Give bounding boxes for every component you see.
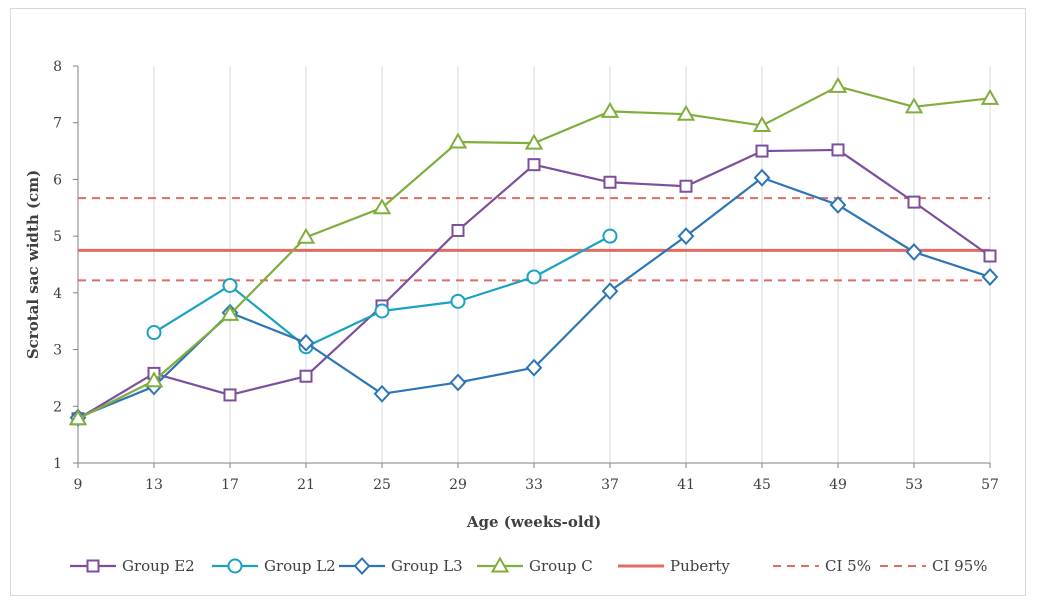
data-point-group-l3 — [905, 243, 923, 261]
y-tick-label: 8 — [53, 59, 62, 75]
data-point-group-c — [372, 198, 392, 215]
legend-label: CI 95% — [932, 557, 988, 575]
data-point-group-l3 — [525, 358, 543, 377]
legend-label: Group E2 — [122, 557, 195, 575]
data-point-group-l3 — [601, 282, 619, 301]
x-tick-label: 13 — [145, 477, 163, 493]
legend-marker — [227, 558, 243, 574]
series-lines — [68, 76, 1000, 427]
data-point-group-c — [144, 371, 164, 388]
x-tick-label: 9 — [74, 477, 83, 493]
y-tick-label: 6 — [53, 172, 62, 188]
data-point-group-l3 — [753, 168, 771, 187]
data-point-group-c — [904, 97, 924, 114]
data-point-group-c — [828, 76, 848, 93]
data-point-group-l2 — [146, 325, 162, 341]
legend-marker — [353, 557, 371, 575]
data-point-group-l3 — [297, 333, 315, 352]
data-point-group-c — [752, 116, 772, 133]
data-point-group-e2 — [451, 223, 465, 237]
data-point-group-l3 — [829, 195, 847, 214]
legend-label: Group L2 — [264, 557, 336, 575]
y-tick-label: 7 — [53, 116, 62, 132]
data-point-group-c — [600, 101, 620, 118]
data-point-group-l2 — [374, 303, 390, 319]
data-point-group-l2 — [450, 293, 466, 309]
data-point-group-c — [980, 88, 1000, 105]
data-point-group-e2 — [223, 388, 237, 402]
data-point-group-c — [68, 409, 88, 426]
x-tick-label: 29 — [449, 477, 467, 493]
x-tick-label: 25 — [373, 477, 391, 493]
data-point-group-e2 — [679, 179, 693, 193]
legend-label: Group L3 — [391, 557, 463, 575]
data-point-group-e2 — [527, 158, 541, 172]
legend-item-group-l3: Group L3 — [339, 557, 463, 575]
legend-label: Group C — [529, 557, 593, 575]
data-point-group-e2 — [299, 369, 313, 383]
legend-item-group-l2: Group L2 — [212, 557, 336, 575]
x-tick-label: 49 — [829, 477, 847, 493]
legend-item-ci-5-: CI 5% — [773, 557, 871, 575]
x-tick-label: 33 — [525, 477, 543, 493]
legend-label: Puberty — [670, 557, 730, 575]
x-tick-label: 45 — [753, 477, 771, 493]
legend-marker — [490, 556, 510, 573]
legend-marker — [86, 559, 100, 573]
x-tick-label: 57 — [981, 477, 999, 493]
series-group-c — [68, 76, 1000, 426]
y-tick-label: 1 — [53, 456, 62, 472]
data-point-group-c — [448, 132, 468, 149]
data-point-group-e2 — [983, 249, 997, 263]
data-point-group-c — [220, 304, 240, 321]
data-point-group-l3 — [981, 268, 999, 286]
data-point-group-l2 — [526, 269, 542, 285]
legend-item-group-e2: Group E2 — [70, 557, 195, 575]
grid — [77, 66, 991, 463]
data-point-group-l3 — [449, 373, 467, 392]
data-point-group-c — [676, 104, 696, 121]
legend-item-ci-95-: CI 95% — [880, 557, 988, 575]
y-tick-label: 2 — [53, 399, 62, 415]
legend-item-puberty: Puberty — [618, 557, 730, 575]
legend-item-group-c: Group C — [477, 556, 593, 575]
y-tick-label: 4 — [53, 286, 62, 302]
y-axis-title: Scrotal sac width (cm) — [24, 170, 42, 359]
data-point-group-e2 — [603, 175, 617, 189]
data-point-group-c — [296, 227, 316, 244]
data-point-group-l2 — [602, 228, 618, 244]
data-point-group-e2 — [755, 144, 769, 158]
x-tick-label: 37 — [601, 477, 619, 493]
y-tick-label: 5 — [53, 229, 62, 245]
data-point-group-e2 — [907, 195, 921, 209]
x-tick-label: 21 — [297, 477, 315, 493]
data-point-group-c — [524, 133, 544, 150]
data-point-group-e2 — [831, 143, 845, 157]
x-tick-label: 53 — [905, 477, 923, 493]
chart-frame — [10, 8, 1026, 596]
legend-label: CI 5% — [825, 557, 871, 575]
legend: Group E2 Group L2 Group L3 Group C Puberty CI… — [70, 556, 988, 575]
x-tick-label: 17 — [221, 477, 239, 493]
y-tick-label: 3 — [53, 343, 62, 359]
data-point-group-l2 — [222, 277, 238, 293]
x-axis-title: Age (weeks-old) — [466, 513, 601, 531]
data-point-group-l3 — [373, 384, 391, 403]
x-tick-label: 41 — [677, 477, 695, 493]
data-point-group-l3 — [677, 227, 695, 246]
